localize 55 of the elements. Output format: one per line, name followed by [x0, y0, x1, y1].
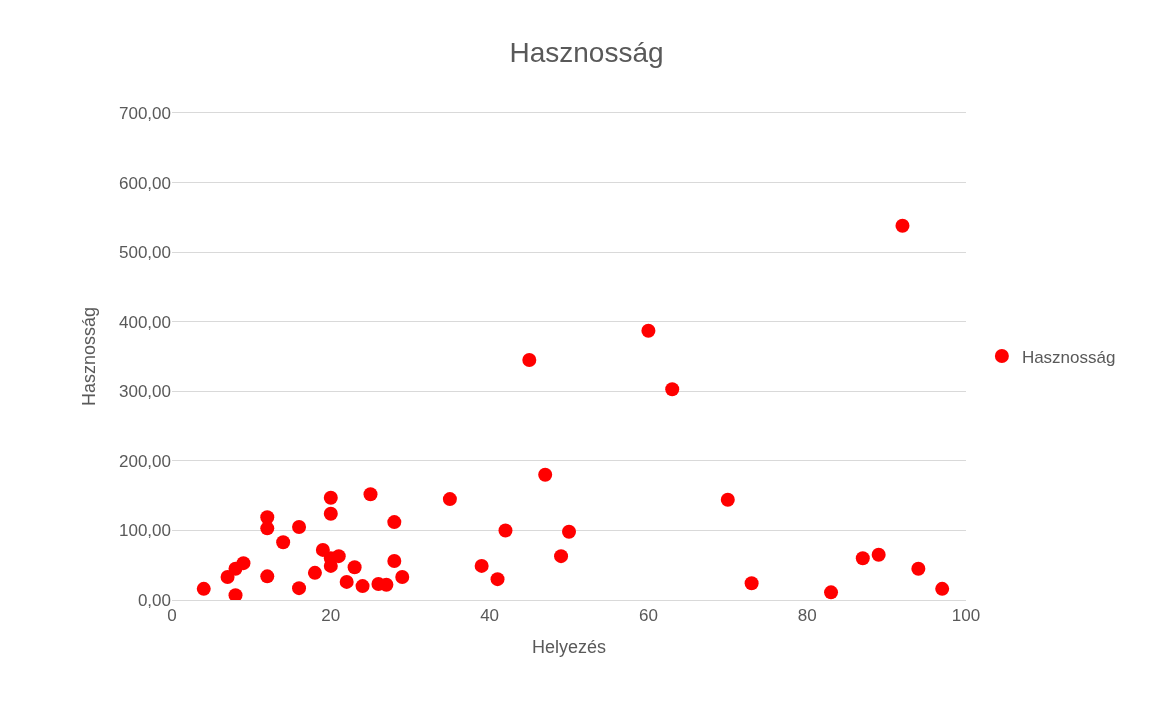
point	[331, 549, 346, 564]
chart-title: Hasznosság	[509, 37, 664, 69]
point	[538, 467, 553, 482]
point	[744, 576, 759, 591]
point	[355, 579, 370, 594]
point	[315, 542, 330, 557]
point	[911, 561, 926, 576]
x-tick-label: 20	[321, 606, 341, 626]
y-tick-label: 300,00	[119, 382, 171, 402]
y-tick-label: 600,00	[119, 173, 171, 193]
point	[228, 588, 243, 600]
point	[323, 490, 338, 505]
y-tick-label: 100,00	[119, 521, 171, 541]
point	[307, 565, 322, 580]
x-tick-label: 60	[638, 606, 658, 626]
x-tick-label: 40	[480, 606, 500, 626]
x-axis-title: Helyezés	[531, 636, 607, 657]
point	[720, 492, 735, 507]
point	[665, 382, 680, 397]
point	[236, 556, 251, 571]
point	[871, 547, 886, 562]
y-tick-label: 500,00	[119, 243, 171, 263]
point	[387, 554, 402, 569]
point	[196, 581, 211, 596]
point	[387, 515, 402, 530]
legend-label: Hasznosság	[1021, 347, 1116, 367]
x-tick-label: 100	[951, 606, 981, 626]
y-tick-label: 200,00	[119, 451, 171, 471]
point	[490, 572, 505, 587]
y-tick-label: 400,00	[119, 312, 171, 332]
point	[395, 570, 410, 585]
point	[855, 551, 870, 566]
point	[522, 352, 537, 367]
point	[220, 570, 235, 585]
point	[276, 535, 291, 550]
point	[292, 581, 307, 596]
point	[363, 487, 378, 502]
point	[474, 558, 489, 573]
point	[641, 323, 656, 338]
point	[562, 524, 576, 539]
point	[498, 523, 513, 538]
point	[347, 560, 362, 575]
point	[895, 218, 910, 233]
point	[442, 492, 457, 507]
point	[260, 521, 275, 536]
point	[554, 549, 569, 564]
point	[935, 581, 950, 596]
point	[824, 585, 839, 600]
point	[292, 519, 307, 534]
point	[260, 569, 275, 584]
point	[323, 506, 338, 521]
y-tick-label: 700,00	[119, 103, 171, 123]
point	[339, 574, 354, 589]
y-axis-title: Hasznosság	[79, 306, 100, 407]
x-tick-label: 80	[797, 606, 817, 626]
